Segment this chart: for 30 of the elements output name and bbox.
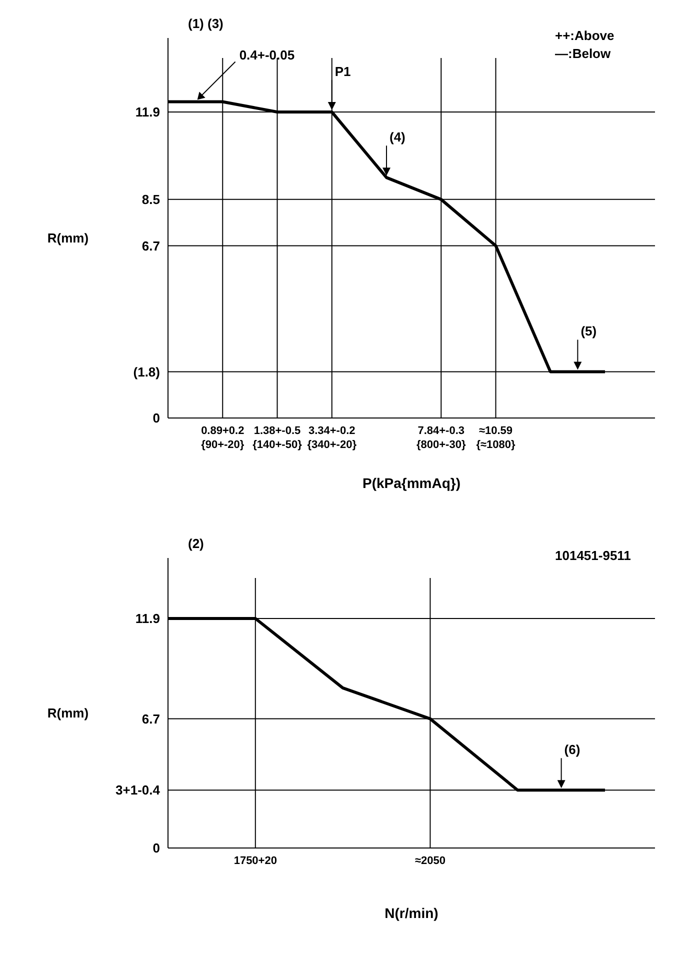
text: ++:Above <box>555 28 614 43</box>
y-tick-label: 6.7 <box>142 711 160 726</box>
text: (2) <box>188 536 204 551</box>
x-axis-title: P(kPa{mmAq}) <box>362 475 461 491</box>
x-tick-label: 0.89+0.2{90+-20} <box>201 425 245 451</box>
y-tick-label: 11.9 <box>135 611 160 626</box>
y-tick-label: 11.9 <box>135 104 160 120</box>
x-tick-label: 1.38+-0.5{140+-50} <box>252 425 303 451</box>
y-tick-label: 0 <box>152 410 160 426</box>
y-tick-label: 8.5 <box>142 192 160 207</box>
annotation: (6) <box>564 742 580 758</box>
y-axis-title: R(mm) <box>47 706 89 721</box>
y-tick-label: 3+1-0.4 <box>116 782 161 798</box>
annotation: (4) <box>390 130 406 145</box>
y-tick-label: (1.8) <box>133 364 160 380</box>
x-axis-title: N(r/min) <box>384 905 438 921</box>
y-axis-title: R(mm) <box>47 230 89 246</box>
text: 101451-9511 <box>555 548 631 563</box>
x-tick-label: ≈10.59{≈1080} <box>476 425 516 451</box>
x-tick-label: 3.34+-0.2{340+-20} <box>307 425 358 451</box>
x-tick-label: ≈2050 <box>414 855 446 867</box>
y-tick-label: 6.7 <box>142 238 160 254</box>
annotation: 0.4+-0.05 <box>239 48 295 63</box>
annotation: (5) <box>580 324 597 339</box>
x-tick-label: 7.84+-0.3{800+-30} <box>416 425 466 451</box>
annotation: P1 <box>334 64 351 79</box>
x-tick-label: 1750+20 <box>234 855 277 867</box>
annotation: —:Below <box>555 46 612 61</box>
y-tick-label: 0 <box>152 840 160 856</box>
text: (1) (3) <box>188 16 224 31</box>
